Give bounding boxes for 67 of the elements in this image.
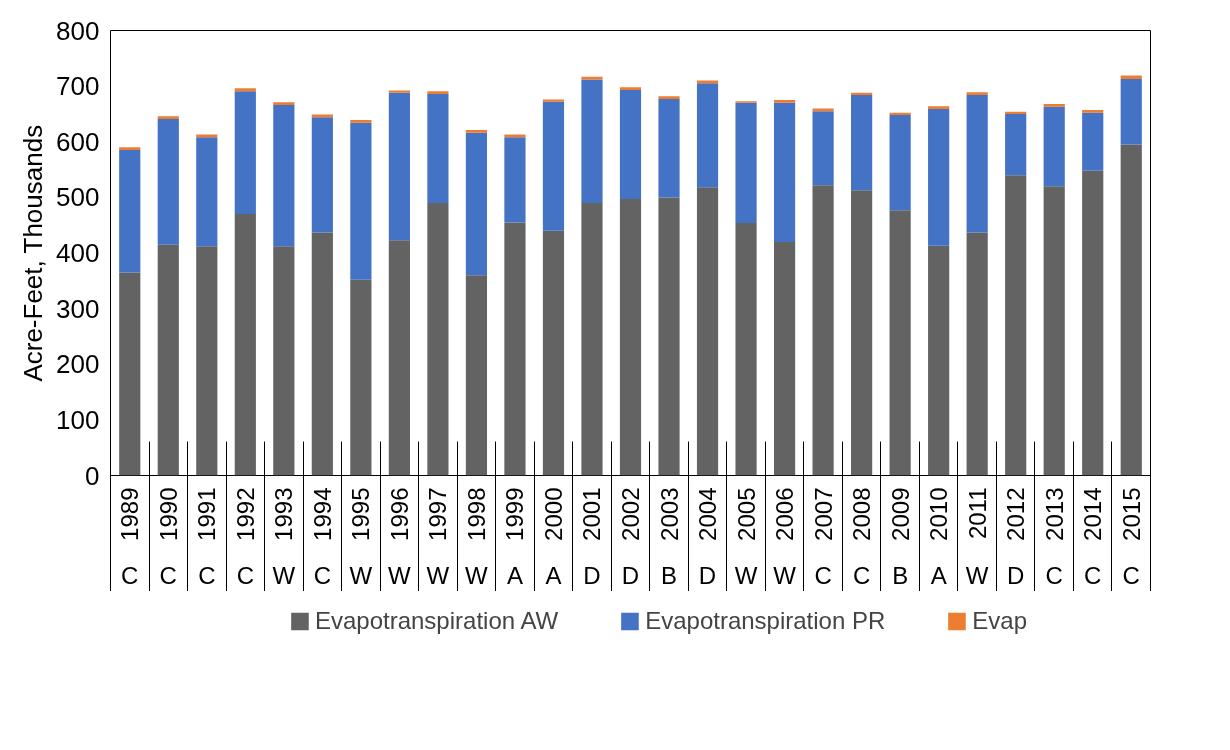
y-axis-title: Acre-Feet, Thousands [18, 124, 49, 382]
text: C [121, 561, 139, 589]
text: W [773, 561, 797, 589]
text: D [583, 561, 601, 589]
x-tick-label: 1994 [308, 487, 336, 541]
text: D [1007, 561, 1025, 589]
text: A [506, 561, 523, 589]
text: A [545, 561, 562, 589]
text: B [892, 561, 909, 589]
x-tick-label: 2006 [771, 487, 799, 541]
y-tick-label: 300 [56, 293, 100, 324]
x-tick-label: 1996 [385, 487, 413, 541]
text: D [698, 561, 717, 589]
text: W [465, 561, 489, 589]
x-tick-label: 2004 [694, 487, 722, 541]
text: C [313, 561, 332, 589]
y-tick-label: 400 [56, 238, 100, 268]
x-tick-label: 1992 [231, 487, 259, 541]
x-tick-label: 1999 [501, 487, 529, 541]
x-tick-label: 2012 [1002, 487, 1030, 541]
x-tick-label: 1991 [193, 487, 221, 541]
text: W [349, 561, 373, 589]
legend-label: Evapotranspiration AW [314, 607, 559, 635]
x-tick-label: 1997 [424, 487, 452, 541]
text: B [661, 561, 678, 589]
text: C [198, 561, 216, 589]
text: W [965, 561, 989, 589]
x-tick-label: 2010 [925, 487, 953, 541]
x-tick-label: 1993 [270, 487, 298, 541]
text: W [388, 561, 412, 589]
y-tick-label: 100 [56, 404, 100, 435]
x-tick-label: 2008 [848, 487, 876, 541]
legend-label: Evap [972, 607, 1028, 635]
text: C [814, 561, 832, 589]
x-tick-label: 1995 [347, 487, 375, 541]
x-tick-label: 2003 [655, 487, 683, 541]
text: C [159, 561, 177, 589]
text: C [1084, 561, 1102, 589]
x-tick-label: 2007 [809, 487, 837, 541]
x-tick-label: 2000 [539, 487, 567, 541]
text: C [1045, 561, 1063, 589]
y-tick-label: 200 [56, 349, 100, 380]
text: W [426, 561, 450, 589]
y-tick-label: 0 [85, 460, 100, 491]
text: C [1122, 561, 1140, 589]
x-tick-label: 2015 [1117, 487, 1145, 541]
x-tick-label: 2013 [1040, 487, 1068, 541]
text: D [621, 561, 640, 589]
x-tick-label: 1990 [154, 487, 182, 541]
x-tick-label: 2001 [578, 487, 606, 541]
x-tick-label: 2002 [617, 487, 644, 541]
legend-label: Evapotranspiration PR [645, 607, 886, 635]
text: W [734, 561, 758, 589]
x-tick-label: 1998 [462, 487, 490, 541]
y-tick-label: 500 [56, 182, 100, 213]
x-tick-label: 2005 [732, 487, 760, 541]
x-tick-label: 2011 [963, 487, 991, 540]
text: C [236, 561, 254, 589]
text: C [852, 561, 871, 589]
x-tick-label: 2014 [1079, 487, 1107, 541]
y-tick-label: 600 [56, 126, 100, 157]
x-tick-label: 1989 [116, 487, 144, 541]
text: A [930, 561, 947, 589]
x-tick-label: 2009 [886, 487, 914, 541]
text: W [272, 561, 296, 589]
y-tick-label: 800 [56, 15, 100, 46]
y-tick-label: 700 [56, 71, 100, 102]
